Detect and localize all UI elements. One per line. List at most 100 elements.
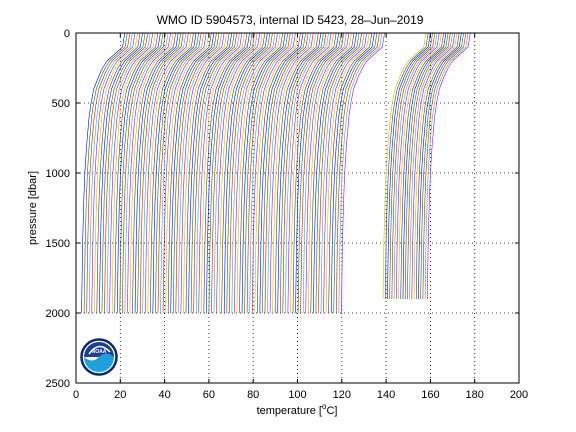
noaa-logo: NOAA xyxy=(80,337,118,377)
profile-line-1-87 xyxy=(300,32,345,314)
profile-line-1-43 xyxy=(188,32,233,314)
profile-line-1-15 xyxy=(116,32,161,314)
profile-line-1-82 xyxy=(287,32,332,314)
profile-line-1-81 xyxy=(285,32,329,314)
profile-line-2-8 xyxy=(398,32,442,300)
chart-title: WMO ID 5904573, internal ID 5423, 28–Jun… xyxy=(157,13,424,27)
profile-line-2-13 xyxy=(409,32,453,300)
profile-line-1-11 xyxy=(106,32,151,314)
x-tick-label: 40 xyxy=(158,389,170,401)
profile-line-1-5 xyxy=(91,32,136,314)
profile-line-1-80 xyxy=(282,32,327,314)
profile-line-1-37 xyxy=(172,32,217,314)
x-tick-label: 0 xyxy=(73,389,79,401)
profile-line-1-9 xyxy=(101,32,146,314)
profile-line-1-56 xyxy=(221,32,266,314)
logo-lower-half xyxy=(84,353,114,372)
profile-line-2-4 xyxy=(389,32,433,300)
profile-line-1-4 xyxy=(88,32,133,314)
profile-line-1-49 xyxy=(203,32,248,314)
profile-line-1-53 xyxy=(213,32,258,314)
profile-line-1-71 xyxy=(259,32,304,314)
profile-line-1-83 xyxy=(290,32,334,314)
x-tick-label: 60 xyxy=(203,389,215,401)
profile-line-2-17 xyxy=(418,32,462,300)
x-tick-label: 200 xyxy=(510,389,528,401)
profile-line-2-5 xyxy=(391,32,436,300)
x-tick-label: 20 xyxy=(114,389,126,401)
profile-line-1-51 xyxy=(208,32,253,314)
y-tick-label: 0 xyxy=(64,28,70,40)
profile-line-2-14 xyxy=(411,32,456,300)
profile-line-1-72 xyxy=(262,32,306,314)
x-axis-label: temperature [oC] xyxy=(257,402,338,417)
profile-line-1-23 xyxy=(137,32,182,314)
profile-line-1-58 xyxy=(226,32,271,314)
profile-line-1-88 xyxy=(302,32,347,314)
profile-line-1-97 xyxy=(325,32,370,314)
profile-line-1-103 xyxy=(341,32,385,314)
logo-upper-half xyxy=(84,342,114,357)
profile-line-1-65 xyxy=(244,32,289,314)
profile-line-1-63 xyxy=(239,32,283,314)
profile-line-2-6 xyxy=(393,32,438,300)
profile-line-1-60 xyxy=(231,32,276,314)
profile-line-1-12 xyxy=(109,32,154,314)
profile-line-1-99 xyxy=(330,32,375,314)
profile-line-1-2 xyxy=(83,32,128,314)
y-tick-label: 1000 xyxy=(46,168,70,180)
profile-line-1-59 xyxy=(228,32,273,314)
x-tick-label: 120 xyxy=(333,389,351,401)
profile-line-1-57 xyxy=(223,32,268,314)
x-tick-label: 180 xyxy=(466,389,484,401)
profile-line-2-1 xyxy=(382,32,427,300)
x-tick-label: 140 xyxy=(377,389,395,401)
logo-text: NOAA xyxy=(92,349,107,355)
y-axis-label: pressure [dbar] xyxy=(27,171,39,245)
profile-line-1-8 xyxy=(99,32,143,314)
profile-line-1-90 xyxy=(307,32,352,314)
profile-line-1-50 xyxy=(206,32,250,314)
profile-line-1-44 xyxy=(190,32,235,314)
profile-line-1-14 xyxy=(114,32,159,314)
profile-line-1-68 xyxy=(251,32,296,314)
profile-line-1-89 xyxy=(305,32,350,314)
profile-line-1-61 xyxy=(234,32,278,314)
profile-line-1-41 xyxy=(183,32,227,314)
profile-line-1-66 xyxy=(246,32,291,314)
y-tick-label: 2500 xyxy=(46,378,70,390)
profile-line-1-92 xyxy=(313,32,357,314)
profile-line-1-22 xyxy=(134,32,179,314)
profile-line-2-16 xyxy=(415,32,460,300)
profile-line-1-7 xyxy=(96,32,141,314)
profile-line-2-19 xyxy=(422,32,467,300)
profile-line-1-16 xyxy=(119,32,164,314)
profile-line-1-94 xyxy=(318,32,362,314)
profile-line-2-10 xyxy=(402,32,447,300)
profile-line-1-13 xyxy=(111,32,156,314)
profile-line-1-70 xyxy=(257,32,301,314)
x-tick-label: 160 xyxy=(421,389,439,401)
profile-line-1-10 xyxy=(104,32,148,314)
profile-line-1-17 xyxy=(121,32,166,314)
profile-line-1-86 xyxy=(297,32,342,314)
profile-line-2-12 xyxy=(407,32,451,300)
profile-line-1-33 xyxy=(162,32,207,314)
profile-line-1-85 xyxy=(295,32,339,314)
y-tick-label: 1500 xyxy=(46,238,70,250)
profile-line-1-91 xyxy=(310,32,355,314)
profile-line-1-24 xyxy=(139,32,184,314)
x-tick-label: 100 xyxy=(288,389,306,401)
profile-line-1-47 xyxy=(198,32,243,314)
profile-line-1-101 xyxy=(335,32,380,314)
profile-line-1-6 xyxy=(93,32,138,314)
x-axis-label-degree: o xyxy=(322,402,327,411)
y-tick-label: 2000 xyxy=(46,308,70,320)
profile-line-1-69 xyxy=(254,32,299,314)
profile-line-1-26 xyxy=(144,32,189,314)
profile-line-1-30 xyxy=(155,32,199,314)
profile-line-1-19 xyxy=(127,32,171,314)
profile-line-1-3 xyxy=(86,32,131,314)
x-tick-label: 80 xyxy=(247,389,259,401)
